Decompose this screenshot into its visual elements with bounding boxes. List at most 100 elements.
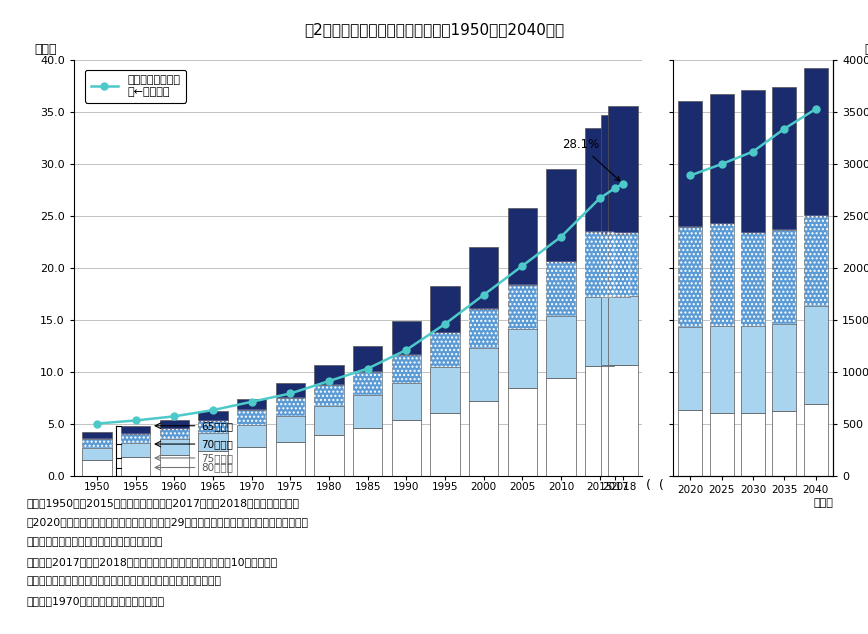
Bar <box>741 90 765 233</box>
Bar <box>585 232 615 297</box>
Bar <box>804 216 827 306</box>
Bar <box>431 333 460 366</box>
Bar <box>353 346 383 372</box>
Bar <box>353 372 383 395</box>
Bar <box>237 425 266 447</box>
Bar <box>608 233 638 296</box>
Bar <box>469 401 498 476</box>
Bar <box>431 333 460 366</box>
Bar <box>82 448 112 460</box>
Text: ３）　1970年までは沖縄県を含まない。: ３） 1970年までは沖縄県を含まない。 <box>26 596 164 606</box>
Bar <box>601 365 630 476</box>
Bar <box>276 442 305 476</box>
Text: （国立社会保障・人口問題研究所）から作成: （国立社会保障・人口問題研究所）から作成 <box>26 537 162 547</box>
Bar <box>198 421 227 434</box>
Bar <box>710 224 733 327</box>
Bar <box>469 348 498 401</box>
Bar <box>391 355 421 383</box>
Bar <box>585 297 615 366</box>
Bar <box>773 87 796 230</box>
Bar <box>710 224 733 327</box>
Bar <box>276 416 305 442</box>
Bar <box>431 413 460 476</box>
Bar <box>679 101 702 227</box>
Bar <box>431 286 460 333</box>
Bar <box>585 366 615 476</box>
Bar <box>585 232 615 297</box>
Bar <box>804 306 827 404</box>
Text: 図2　高齢者人口及び割合の推移（1950年～2040年）: 図2 高齢者人口及び割合の推移（1950年～2040年） <box>304 22 564 37</box>
Bar <box>391 321 421 355</box>
Legend: 高齢者人口の割合
（←左目盛）: 高齢者人口の割合 （←左目盛） <box>85 70 186 103</box>
Bar <box>82 460 112 476</box>
Bar <box>585 128 615 232</box>
Bar <box>608 106 638 233</box>
Bar <box>121 434 150 443</box>
Bar <box>160 420 189 429</box>
Bar <box>237 410 266 425</box>
Bar <box>121 443 150 457</box>
Bar <box>469 309 498 348</box>
Bar <box>608 365 638 476</box>
Bar <box>601 234 630 297</box>
Bar <box>546 169 575 262</box>
Bar <box>237 399 266 410</box>
Bar <box>353 428 383 476</box>
Bar <box>679 227 702 327</box>
Bar <box>160 429 189 439</box>
Text: 75歳以上: 75歳以上 <box>201 453 233 463</box>
Bar <box>710 94 733 224</box>
Bar <box>546 378 575 476</box>
Text: 2020年以降は「日本の将来推計人口（平成29年推計）」出生（中位）死亡（中位）推計: 2020年以降は「日本の将来推計人口（平成29年推計）」出生（中位）死亡（中位）… <box>26 517 308 527</box>
Bar <box>508 328 537 388</box>
Text: （年）: （年） <box>813 498 833 508</box>
Bar <box>314 365 344 385</box>
Bar <box>198 411 227 421</box>
Bar <box>469 247 498 309</box>
Bar <box>773 230 796 323</box>
Bar <box>679 410 702 476</box>
Bar <box>741 233 765 327</box>
Bar <box>314 406 344 435</box>
Text: 資料：1950年～2015年は「国勢調査」、2017年及び2018年は「人口推計」: 資料：1950年～2015年は「国勢調査」、2017年及び2018年は「人口推計… <box>26 498 299 508</box>
Bar <box>508 388 537 476</box>
Bar <box>391 355 421 383</box>
Bar <box>804 216 827 306</box>
Bar <box>237 410 266 425</box>
Bar <box>198 451 227 476</box>
Bar <box>276 398 305 416</box>
Bar <box>469 309 498 348</box>
Bar <box>237 447 266 476</box>
Bar <box>121 457 150 476</box>
Bar <box>160 439 189 455</box>
Bar <box>804 404 827 476</box>
Bar <box>741 413 765 476</box>
Bar <box>121 426 150 434</box>
Bar <box>601 234 630 297</box>
Bar <box>773 323 796 411</box>
Bar <box>741 233 765 327</box>
Bar <box>608 296 638 365</box>
Bar <box>391 420 421 476</box>
Bar <box>121 434 150 443</box>
Bar <box>546 316 575 378</box>
Bar <box>276 398 305 416</box>
Text: （万人）: （万人） <box>865 43 868 56</box>
Bar <box>710 327 733 413</box>
Bar <box>314 435 344 476</box>
Text: 70歳以上: 70歳以上 <box>201 439 233 449</box>
Bar <box>508 285 537 328</box>
Bar <box>276 384 305 398</box>
Bar <box>679 227 702 327</box>
Text: (  (: ( ( <box>647 479 664 492</box>
Bar <box>353 372 383 395</box>
Bar <box>710 413 733 476</box>
Bar <box>82 432 112 439</box>
Bar <box>741 327 765 413</box>
Bar <box>353 395 383 428</box>
Text: 65歳以上: 65歳以上 <box>201 421 233 430</box>
Bar <box>773 230 796 323</box>
Bar <box>160 455 189 476</box>
Bar <box>679 327 702 410</box>
Bar <box>82 439 112 448</box>
